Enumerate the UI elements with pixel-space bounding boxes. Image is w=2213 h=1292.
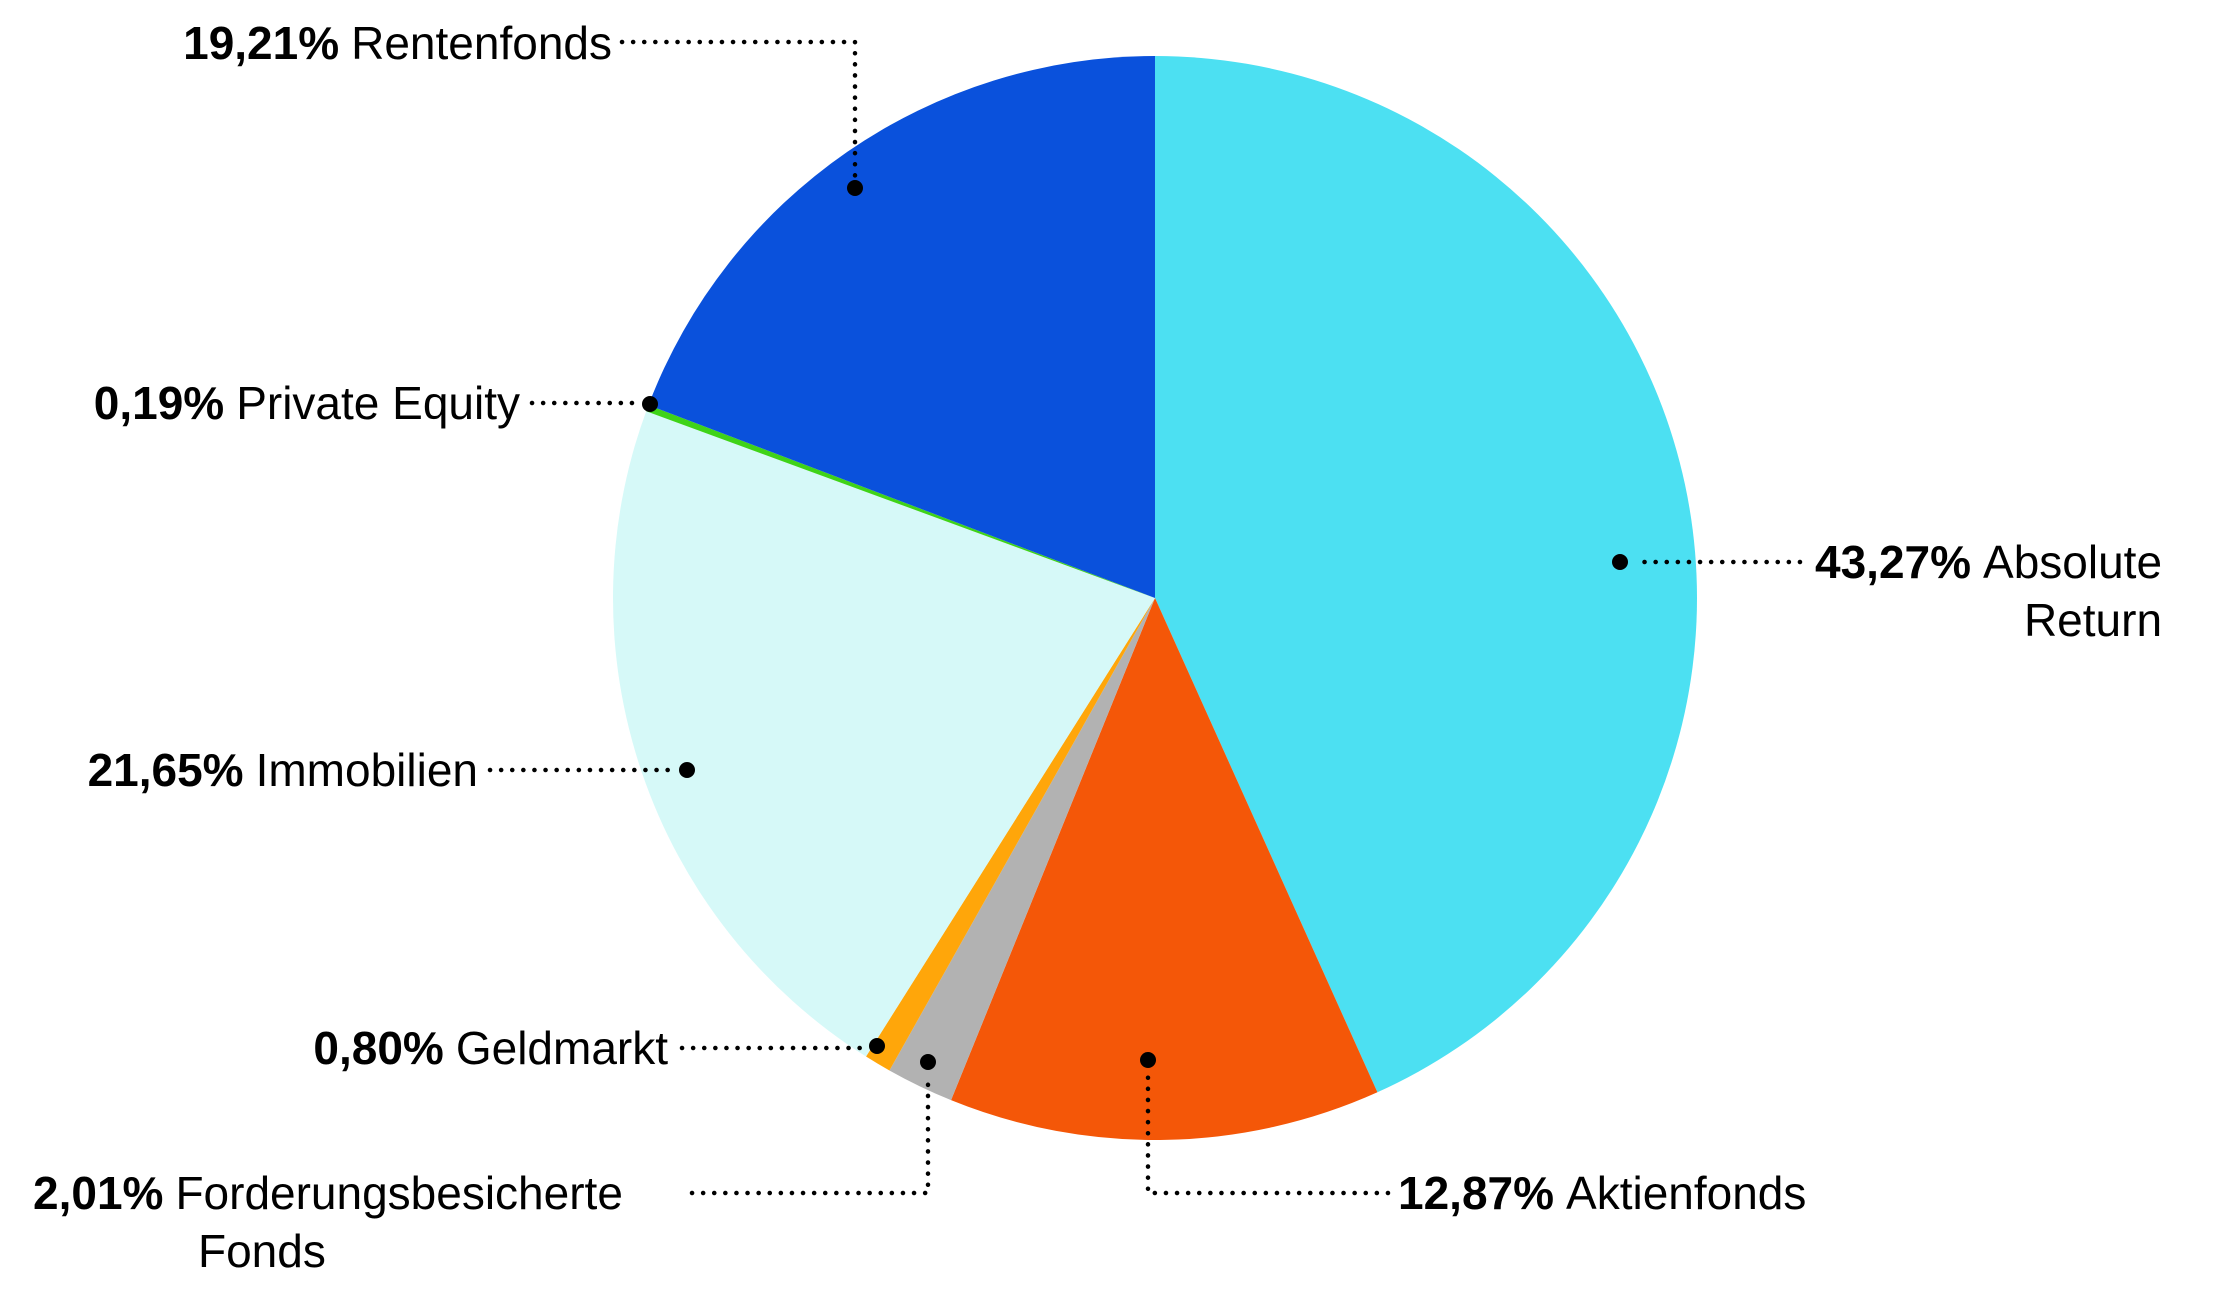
label-forderungsbesicherte: 2,01% Forderungsbesicherte Fonds: [33, 1164, 623, 1280]
label-rentenfonds-name: Rentenfonds: [351, 17, 612, 69]
pie-slice-private-equity: [646, 405, 1155, 598]
label-forderungsbesicherte-name: Forderungsbesicherte: [175, 1167, 623, 1219]
label-immobilien-pct: 21,65%: [87, 744, 244, 796]
label-absolute-return-name: Absolute: [1983, 536, 2163, 588]
label-aktienfonds-pct: 12,87%: [1398, 1167, 1555, 1219]
pie-slice-absolute-return: [1155, 56, 1697, 1093]
pie-slice-aktienfonds: [951, 598, 1378, 1140]
label-forderungsbesicherte-pct: 2,01%: [33, 1167, 164, 1219]
anchor-dot-rentenfonds: [847, 180, 863, 196]
label-private-equity-pct: 0,19%: [93, 377, 225, 429]
anchor-dot-immobilien: [679, 762, 695, 778]
anchor-dot-geldmarkt: [869, 1038, 885, 1054]
anchor-dot-private-equity: [642, 396, 658, 412]
leader-line-aktienfonds: [1145, 1071, 1391, 1196]
pie-slice-forderungsbesicherte-fonds: [889, 598, 1155, 1101]
label-geldmarkt: 0,80% Geldmarkt: [313, 1019, 668, 1077]
label-immobilien-name: Immobilien: [255, 744, 478, 796]
pie-slice-rentenfonds: [648, 56, 1155, 598]
pie-slice-immobilien: [613, 411, 1155, 1057]
label-rentenfonds-pct: 19,21%: [183, 17, 340, 69]
pie-slice-geldmarkt: [866, 598, 1155, 1071]
label-absolute-return-name-line2: Return: [2023, 594, 2163, 646]
label-geldmarkt-name: Geldmarkt: [455, 1022, 668, 1074]
anchor-dot-forderungsbesicherte: [920, 1054, 936, 1070]
label-private-equity-name: Private Equity: [236, 377, 520, 429]
leader-line-forderungsbesicherte: [689, 1073, 931, 1196]
label-geldmarkt-pct: 0,80%: [313, 1022, 444, 1074]
label-forderungsbesicherte-name-line2: Fonds: [198, 1225, 326, 1277]
label-absolute-return-pct: 43,27%: [1815, 536, 1972, 588]
label-aktienfonds-name: Aktienfonds: [1566, 1167, 1807, 1219]
label-private-equity: 0,19% Private Equity: [94, 374, 520, 432]
label-immobilien: 21,65% Immobilien: [88, 741, 478, 799]
leader-line-rentenfonds: [619, 39, 858, 179]
label-aktienfonds: 12,87% Aktienfonds: [1398, 1164, 1806, 1222]
label-rentenfonds: 19,21% Rentenfonds: [183, 14, 612, 72]
label-absolute-return: 43,27% Absolute Return: [1815, 533, 2162, 649]
anchor-dot-absolute-return: [1612, 554, 1628, 570]
anchor-dot-aktienfonds: [1140, 1052, 1156, 1068]
